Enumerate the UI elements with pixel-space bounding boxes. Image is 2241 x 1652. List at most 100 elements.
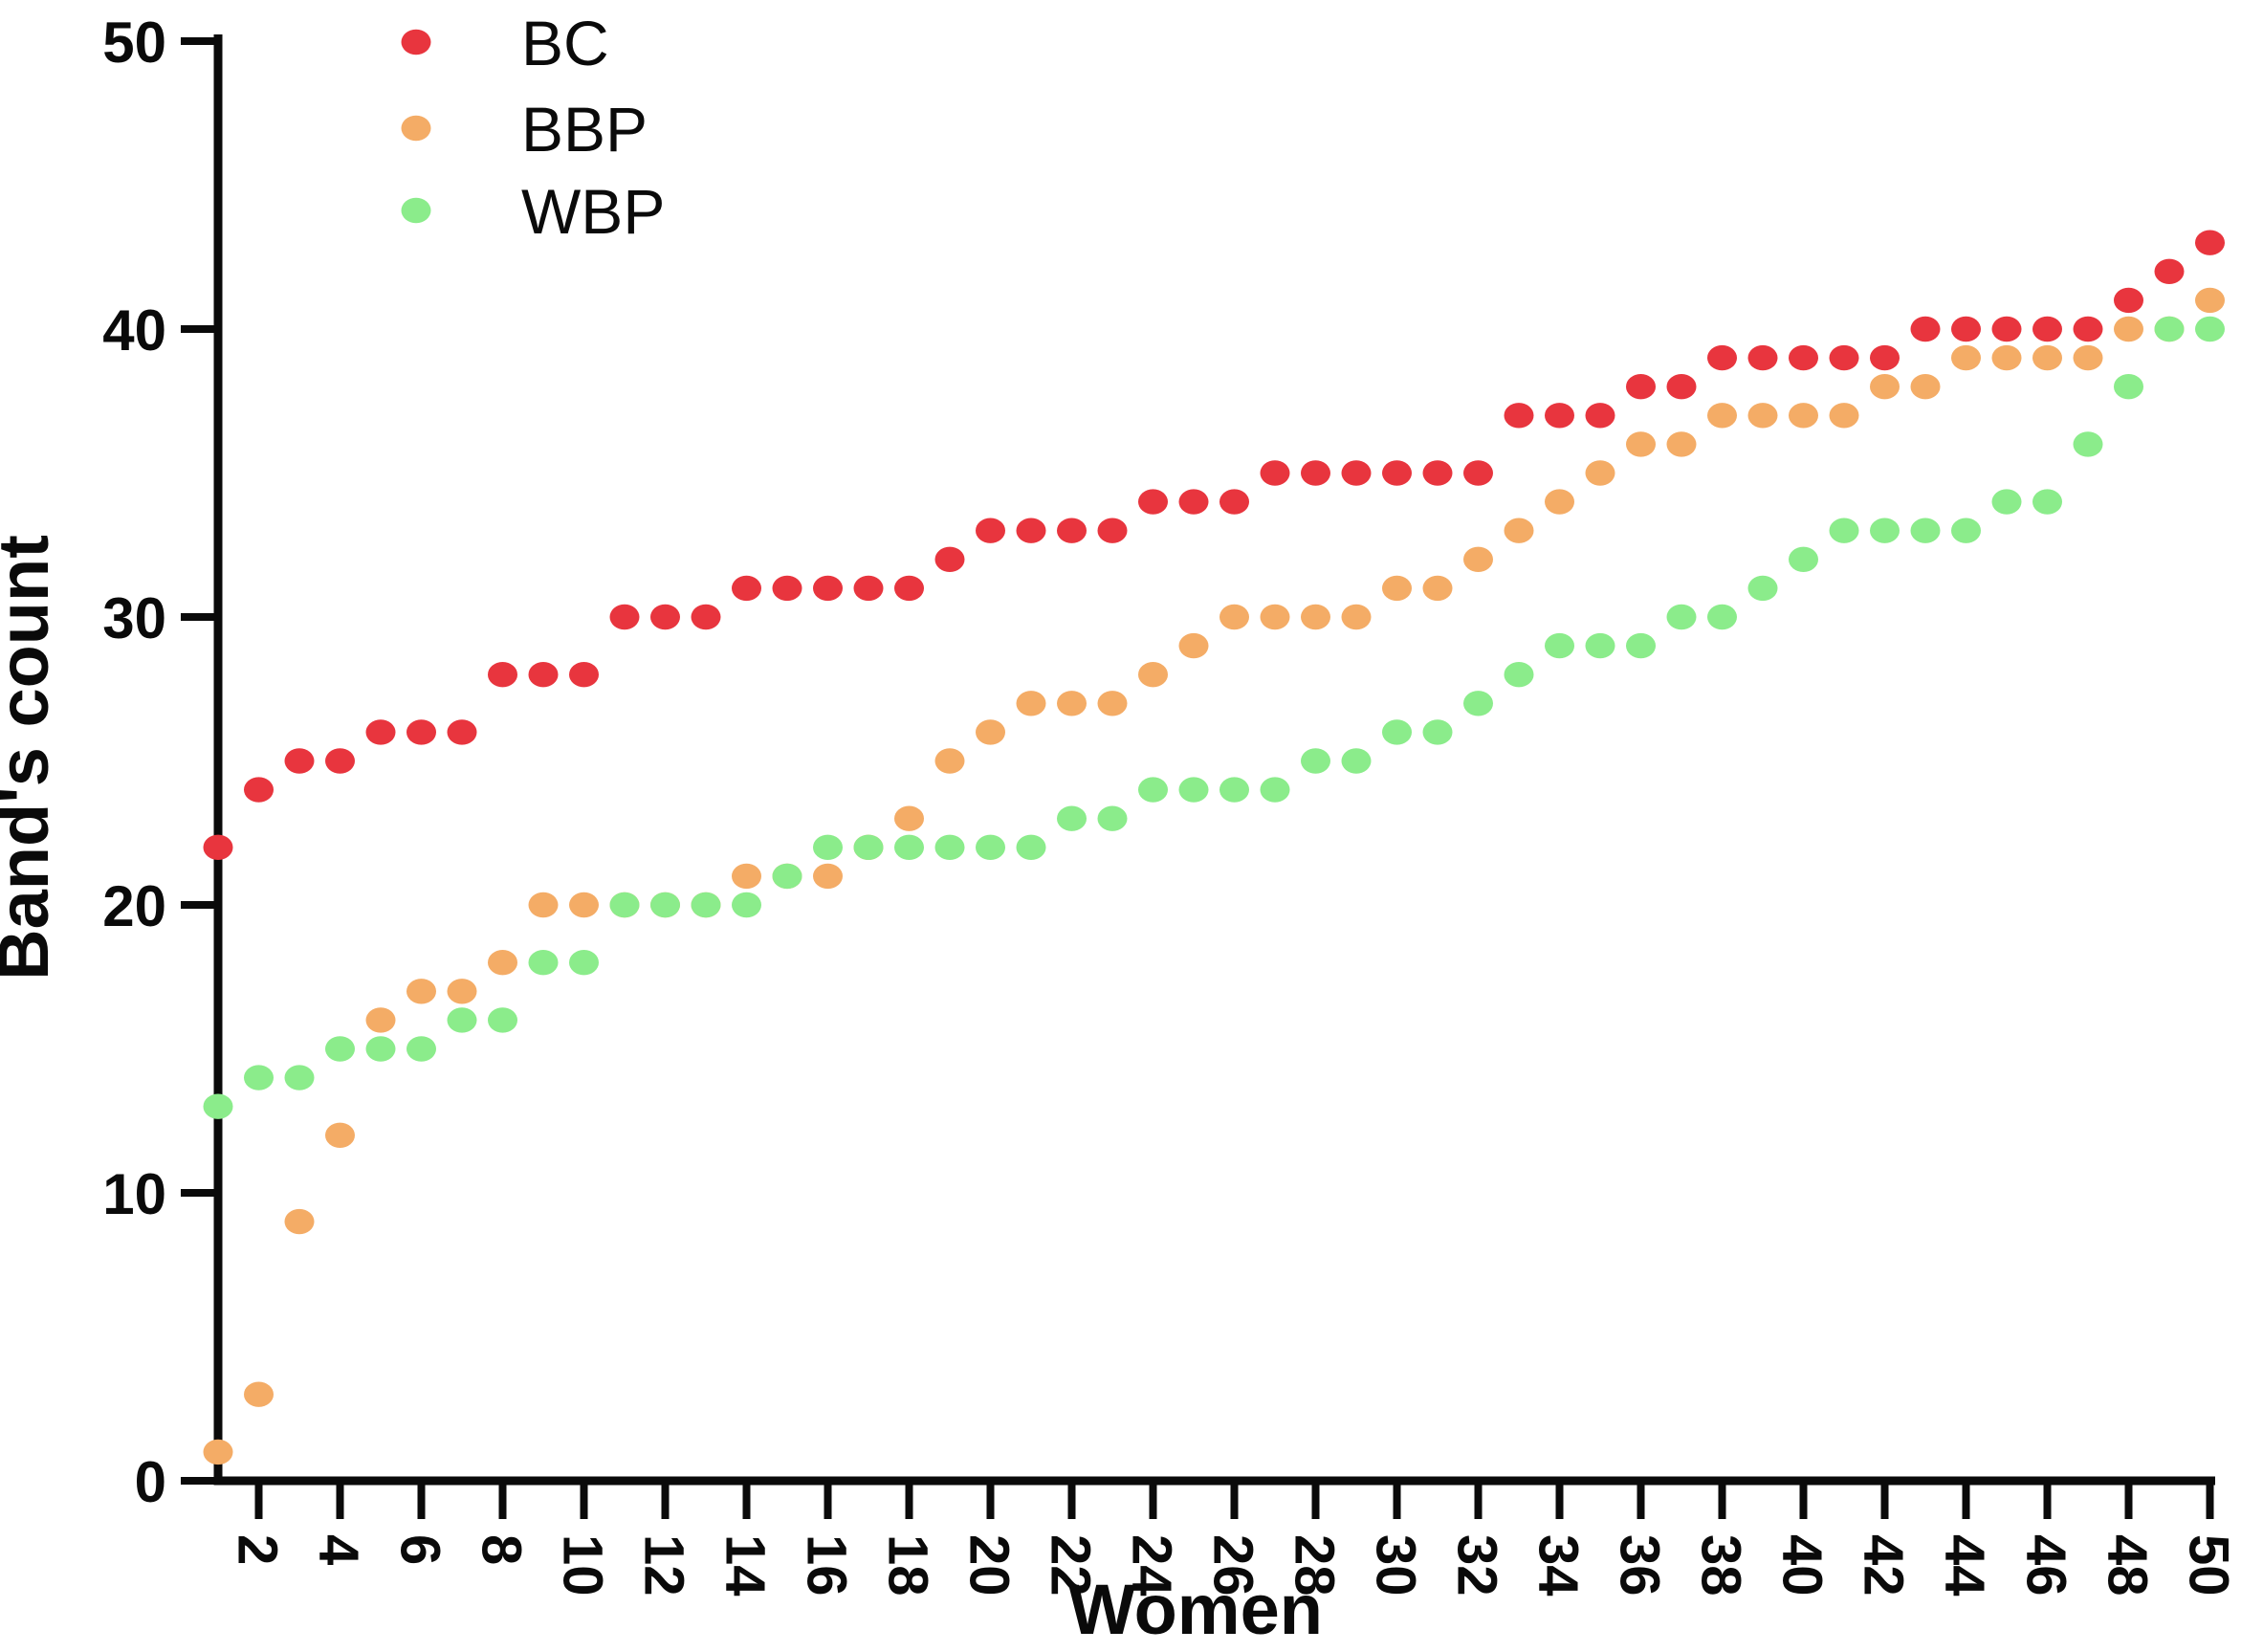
data-point-bc	[1504, 403, 1534, 429]
data-point-wbp	[1951, 518, 1981, 543]
data-point-wbp	[691, 892, 721, 918]
data-point-bbp	[1463, 546, 1493, 572]
data-point-wbp	[1870, 518, 1900, 543]
data-point-bbp	[447, 979, 477, 1004]
data-point-bbp	[1422, 575, 1453, 602]
x-tick-label: 6	[389, 1534, 451, 1565]
data-point-bc	[1910, 316, 1941, 342]
data-point-bbp	[1666, 431, 1697, 457]
data-point-bbp	[1138, 662, 1168, 688]
data-point-bc	[1789, 344, 1818, 371]
y-tick-label: 10	[102, 1162, 166, 1226]
data-point-bbp	[1341, 604, 1372, 630]
data-point-wbp	[1789, 546, 1818, 572]
data-point-wbp	[1260, 777, 1290, 803]
data-point-bbp	[894, 805, 924, 831]
data-point-bc	[1301, 460, 1330, 486]
x-tick-label: 36	[1609, 1534, 1671, 1597]
data-point-wbp	[934, 834, 965, 860]
data-point-bc	[1626, 374, 1656, 400]
legend: BC BBP WBP	[401, 8, 665, 247]
data-point-bc	[569, 662, 599, 688]
x-tick-label: 38	[1690, 1534, 1752, 1597]
data-point-bc	[2114, 287, 2143, 314]
data-point-bc	[853, 575, 884, 602]
data-point-bc	[691, 604, 721, 630]
data-point-wbp	[894, 834, 924, 860]
x-tick-label: 2	[227, 1534, 289, 1565]
data-point-wbp	[1545, 632, 1574, 659]
data-point-bc	[1382, 460, 1412, 486]
data-point-bc	[650, 604, 680, 630]
data-point-wbp	[1463, 691, 1493, 716]
data-point-bbp	[325, 1122, 355, 1149]
data-point-bbp	[1178, 632, 1209, 659]
data-point-bc	[284, 748, 315, 774]
x-tick-label: 26	[1202, 1534, 1264, 1597]
x-tick-label: 48	[2097, 1534, 2159, 1597]
data-point-bc	[325, 748, 355, 774]
data-point-wbp	[406, 1036, 436, 1062]
legend-marker-bc	[401, 29, 431, 55]
data-point-wbp	[365, 1036, 396, 1062]
data-point-bc	[813, 575, 843, 602]
data-point-bc	[1707, 344, 1737, 371]
data-point-wbp	[1422, 719, 1453, 745]
data-point-bbp	[1545, 489, 1574, 515]
y-tick-label: 50	[102, 11, 166, 75]
data-point-wbp	[2114, 374, 2143, 400]
data-point-wbp	[1991, 489, 2022, 515]
data-point-wbp	[1016, 834, 1046, 860]
data-point-bc	[1260, 460, 1290, 486]
data-point-bbp	[244, 1381, 274, 1407]
data-point-wbp	[2073, 431, 2103, 457]
data-point-bc	[1545, 403, 1574, 429]
data-point-bbp	[1585, 460, 1615, 486]
data-point-bc	[1016, 518, 1046, 543]
data-point-bc	[1585, 403, 1615, 429]
legend-label: BC	[521, 8, 609, 78]
data-point-wbp	[447, 1007, 477, 1033]
x-tick-label: 10	[552, 1534, 614, 1597]
data-point-bc	[1951, 316, 1981, 342]
data-point-wbp	[1504, 662, 1534, 688]
x-tick-label: 24	[1121, 1534, 1183, 1597]
data-point-bbp	[1747, 403, 1778, 429]
data-point-bc	[1870, 344, 1900, 371]
data-point-bc	[447, 719, 477, 745]
data-point-bbp	[813, 863, 843, 890]
data-point-bc	[2073, 316, 2103, 342]
legend-label: WBP	[521, 176, 665, 247]
data-point-bc	[1178, 489, 1209, 515]
x-tick-label: 50	[2178, 1534, 2240, 1597]
data-point-wbp	[1626, 632, 1656, 659]
data-point-bc	[1991, 316, 2022, 342]
data-point-bc	[772, 575, 802, 602]
data-point-bc	[976, 518, 1005, 543]
data-point-bbp	[1910, 374, 1941, 400]
data-point-bc	[488, 662, 517, 688]
data-point-wbp	[2154, 316, 2185, 342]
data-point-bbp	[1626, 431, 1656, 457]
data-point-bbp	[732, 863, 761, 890]
data-point-bbp	[2195, 287, 2225, 314]
data-point-bbp	[1016, 691, 1046, 716]
x-tick-label: 8	[471, 1534, 533, 1565]
data-point-wbp	[325, 1036, 355, 1062]
data-point-bc	[609, 604, 640, 630]
data-point-bbp	[1382, 575, 1412, 602]
data-point-bbp	[934, 748, 965, 774]
data-point-bc	[203, 834, 233, 860]
legend-item-bc: BC	[401, 8, 609, 78]
x-tick-label: 4	[308, 1534, 370, 1565]
y-axis-title: Band's count	[0, 535, 63, 980]
x-tick-label: 18	[877, 1534, 939, 1597]
data-point-wbp	[1910, 518, 1941, 543]
y-tick-label: 20	[102, 874, 166, 938]
data-point-bc	[1666, 374, 1697, 400]
x-tick-label: 14	[714, 1534, 777, 1597]
data-point-wbp	[650, 892, 680, 918]
data-point-wbp	[1666, 604, 1697, 630]
data-point-wbp	[853, 834, 884, 860]
